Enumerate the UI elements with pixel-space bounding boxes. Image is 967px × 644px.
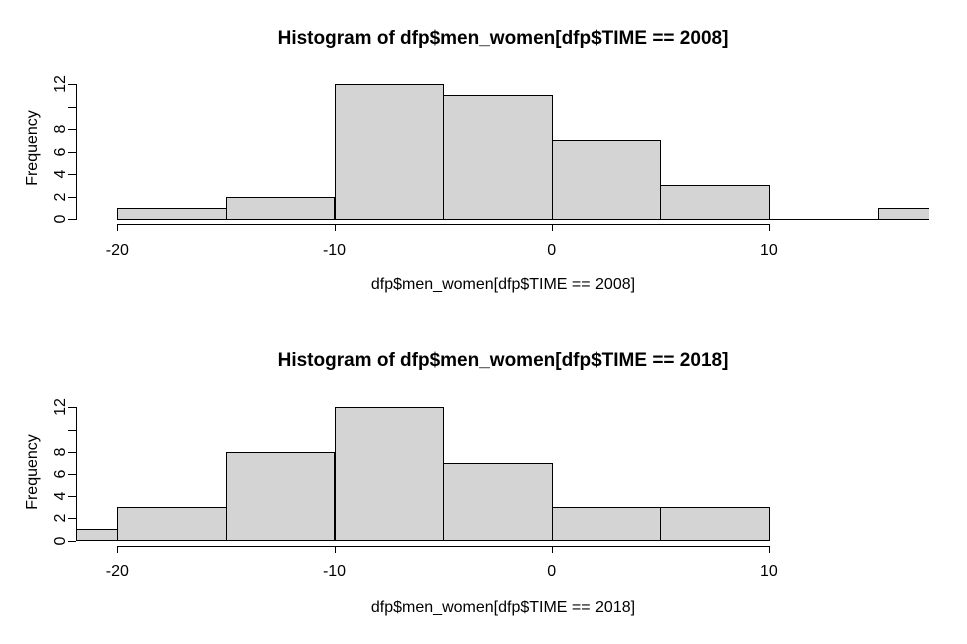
x-axis-tick <box>551 546 553 553</box>
histogram-bar <box>443 462 553 542</box>
x-tick-label: 0 <box>547 242 557 259</box>
x-tick-label: 10 <box>759 563 778 580</box>
y-axis-tick <box>68 151 76 153</box>
histogram-bar <box>660 185 770 220</box>
y-axis-line <box>76 84 77 220</box>
x-axis-label-2018: dfp$men_women[dfp$TIME == 2018] <box>370 599 636 616</box>
y-tick-label: 12 <box>52 398 69 417</box>
y-axis-tick <box>68 473 76 475</box>
histogram-bar <box>334 407 445 542</box>
x-axis-tick <box>768 546 770 553</box>
y-axis-tick <box>68 540 76 542</box>
y-tick-label: 12 <box>52 75 69 93</box>
x-axis-line <box>117 546 770 547</box>
histogram-bar <box>117 207 227 220</box>
histogram-bar <box>117 507 227 542</box>
x-axis-tick <box>334 546 336 553</box>
plot-region-2008 <box>77 78 929 225</box>
y-axis-tick <box>68 129 76 130</box>
y-tick-label: 0 <box>52 214 69 224</box>
y-axis-tick <box>68 106 76 108</box>
y-axis-tick <box>68 429 76 431</box>
x-axis-tick <box>117 223 119 231</box>
x-axis-tick <box>117 546 119 553</box>
histogram-bar <box>77 529 119 542</box>
chart-title-2008: Histogram of dfp$men_women[dfp$TIME == 2… <box>277 28 729 49</box>
y-tick-label: 6 <box>52 147 69 156</box>
histogram-bar <box>225 451 336 542</box>
y-tick-label: 4 <box>52 491 69 501</box>
y-axis-tick <box>68 174 76 175</box>
plot-region-2018 <box>77 401 929 546</box>
x-tick-label: 10 <box>759 242 778 259</box>
y-tick-label: 4 <box>52 169 69 179</box>
histogram-bar <box>443 95 553 220</box>
y-axis-tick <box>68 407 76 409</box>
y-tick-label: 8 <box>52 124 69 134</box>
y-axis-tick <box>68 84 76 85</box>
histogram-zero-bin <box>768 219 879 220</box>
y-axis-label-2008: Frequency <box>24 110 41 186</box>
histogram-bar <box>225 196 336 220</box>
histogram-bar <box>334 84 445 220</box>
y-tick-label: 2 <box>52 192 69 201</box>
y-tick-label: 8 <box>52 447 69 457</box>
y-axis-tick <box>68 219 76 220</box>
y-axis-tick <box>68 518 76 520</box>
histogram-bar <box>551 140 662 220</box>
y-axis-line <box>76 407 77 542</box>
y-axis-tick <box>68 451 76 453</box>
x-axis-tick <box>334 223 336 231</box>
x-tick-label: -20 <box>105 563 129 580</box>
x-tick-label: -10 <box>322 242 347 259</box>
histogram-bar <box>551 507 662 542</box>
y-tick-label: 6 <box>52 469 69 479</box>
x-tick-label: 0 <box>547 563 557 580</box>
y-tick-label: 2 <box>52 513 69 523</box>
y-axis-tick <box>68 496 76 498</box>
histogram-bar <box>877 207 929 220</box>
y-axis-tick <box>68 196 76 198</box>
x-axis-line <box>117 223 770 225</box>
x-axis-label-2008: dfp$men_women[dfp$TIME == 2008] <box>370 276 636 293</box>
y-tick-label: 0 <box>52 536 69 545</box>
x-axis-tick <box>768 223 770 231</box>
x-tick-label: -20 <box>105 242 129 259</box>
y-axis-label-2018: Frequency <box>24 434 41 510</box>
chart-title-2018: Histogram of dfp$men_women[dfp$TIME == 2… <box>277 350 729 371</box>
histogram-bar <box>660 507 770 542</box>
x-tick-label: -10 <box>322 563 347 580</box>
x-axis-tick <box>551 223 553 231</box>
